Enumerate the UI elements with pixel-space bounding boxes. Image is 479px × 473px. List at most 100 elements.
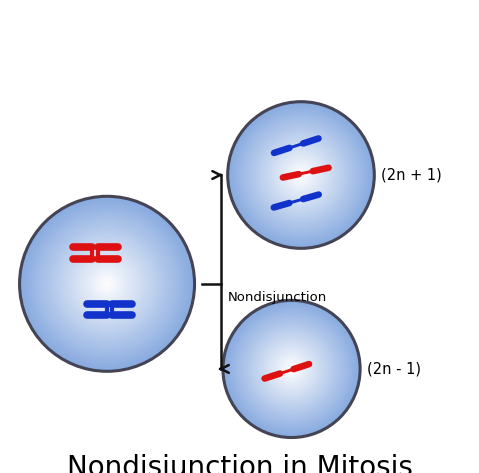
Circle shape bbox=[63, 240, 151, 327]
Circle shape bbox=[41, 218, 173, 350]
Circle shape bbox=[98, 275, 116, 292]
Text: Nondisjunction in Mitosis: Nondisjunction in Mitosis bbox=[67, 454, 412, 473]
Circle shape bbox=[26, 203, 188, 365]
Circle shape bbox=[276, 353, 307, 385]
Circle shape bbox=[72, 249, 142, 319]
Text: (2n + 1): (2n + 1) bbox=[381, 167, 442, 183]
Circle shape bbox=[288, 162, 314, 188]
Circle shape bbox=[57, 234, 158, 334]
Circle shape bbox=[87, 264, 127, 304]
Circle shape bbox=[269, 347, 314, 391]
Circle shape bbox=[28, 205, 186, 362]
Circle shape bbox=[223, 300, 360, 438]
Circle shape bbox=[249, 326, 334, 412]
Circle shape bbox=[228, 102, 374, 248]
Circle shape bbox=[286, 160, 316, 190]
Circle shape bbox=[77, 253, 137, 315]
Circle shape bbox=[240, 317, 343, 420]
Circle shape bbox=[255, 333, 328, 405]
Circle shape bbox=[299, 173, 303, 177]
Circle shape bbox=[273, 350, 310, 388]
Circle shape bbox=[257, 335, 326, 403]
Circle shape bbox=[268, 345, 316, 393]
Circle shape bbox=[103, 280, 112, 288]
Circle shape bbox=[79, 255, 136, 312]
Circle shape bbox=[33, 210, 182, 358]
Circle shape bbox=[254, 331, 329, 407]
Circle shape bbox=[259, 133, 343, 217]
Circle shape bbox=[262, 340, 320, 398]
Circle shape bbox=[237, 314, 346, 424]
Circle shape bbox=[261, 338, 322, 400]
Circle shape bbox=[50, 227, 164, 341]
Circle shape bbox=[239, 316, 345, 422]
Circle shape bbox=[37, 214, 177, 354]
Circle shape bbox=[264, 139, 338, 212]
Circle shape bbox=[283, 157, 319, 193]
Circle shape bbox=[261, 135, 342, 215]
Circle shape bbox=[61, 238, 153, 330]
Circle shape bbox=[96, 273, 118, 295]
Circle shape bbox=[70, 246, 144, 321]
Circle shape bbox=[20, 196, 194, 371]
Circle shape bbox=[240, 114, 362, 236]
Circle shape bbox=[285, 362, 298, 376]
Circle shape bbox=[243, 321, 340, 417]
Circle shape bbox=[239, 113, 363, 237]
Circle shape bbox=[274, 352, 308, 386]
Circle shape bbox=[68, 245, 147, 323]
Circle shape bbox=[101, 277, 114, 290]
Circle shape bbox=[297, 171, 305, 179]
Circle shape bbox=[245, 323, 338, 415]
Circle shape bbox=[231, 309, 352, 429]
Circle shape bbox=[257, 131, 345, 219]
Circle shape bbox=[105, 281, 109, 286]
Circle shape bbox=[248, 122, 354, 228]
Circle shape bbox=[250, 124, 353, 227]
Circle shape bbox=[255, 129, 347, 221]
Circle shape bbox=[268, 142, 334, 208]
Circle shape bbox=[244, 118, 358, 232]
Circle shape bbox=[281, 359, 302, 379]
Circle shape bbox=[270, 144, 332, 206]
Circle shape bbox=[266, 140, 336, 210]
Circle shape bbox=[277, 151, 325, 199]
Circle shape bbox=[233, 311, 350, 427]
Circle shape bbox=[229, 104, 373, 246]
Circle shape bbox=[35, 211, 179, 356]
Text: (2n - 1): (2n - 1) bbox=[367, 361, 421, 377]
Circle shape bbox=[281, 155, 321, 195]
Circle shape bbox=[294, 168, 308, 183]
Circle shape bbox=[92, 269, 122, 299]
Circle shape bbox=[288, 366, 295, 372]
Circle shape bbox=[285, 158, 318, 192]
Circle shape bbox=[278, 355, 305, 383]
Circle shape bbox=[264, 342, 319, 396]
Circle shape bbox=[283, 360, 300, 377]
Circle shape bbox=[259, 336, 324, 402]
Circle shape bbox=[235, 109, 367, 241]
Circle shape bbox=[262, 137, 340, 213]
Circle shape bbox=[22, 199, 193, 369]
Circle shape bbox=[233, 107, 369, 243]
Circle shape bbox=[81, 257, 133, 310]
Circle shape bbox=[272, 146, 331, 204]
Circle shape bbox=[46, 223, 168, 345]
Circle shape bbox=[48, 225, 166, 343]
Circle shape bbox=[279, 153, 323, 197]
Circle shape bbox=[280, 357, 304, 381]
Circle shape bbox=[251, 125, 351, 225]
Circle shape bbox=[274, 148, 329, 202]
Circle shape bbox=[228, 306, 355, 432]
Circle shape bbox=[246, 120, 356, 230]
Circle shape bbox=[31, 207, 183, 360]
Circle shape bbox=[39, 216, 175, 351]
Circle shape bbox=[83, 260, 131, 308]
Circle shape bbox=[292, 166, 310, 184]
Circle shape bbox=[251, 328, 333, 410]
Circle shape bbox=[247, 324, 336, 413]
Text: Nondisjunction: Nondisjunction bbox=[228, 291, 327, 304]
Circle shape bbox=[59, 236, 155, 332]
Circle shape bbox=[235, 312, 348, 426]
Circle shape bbox=[242, 319, 341, 419]
